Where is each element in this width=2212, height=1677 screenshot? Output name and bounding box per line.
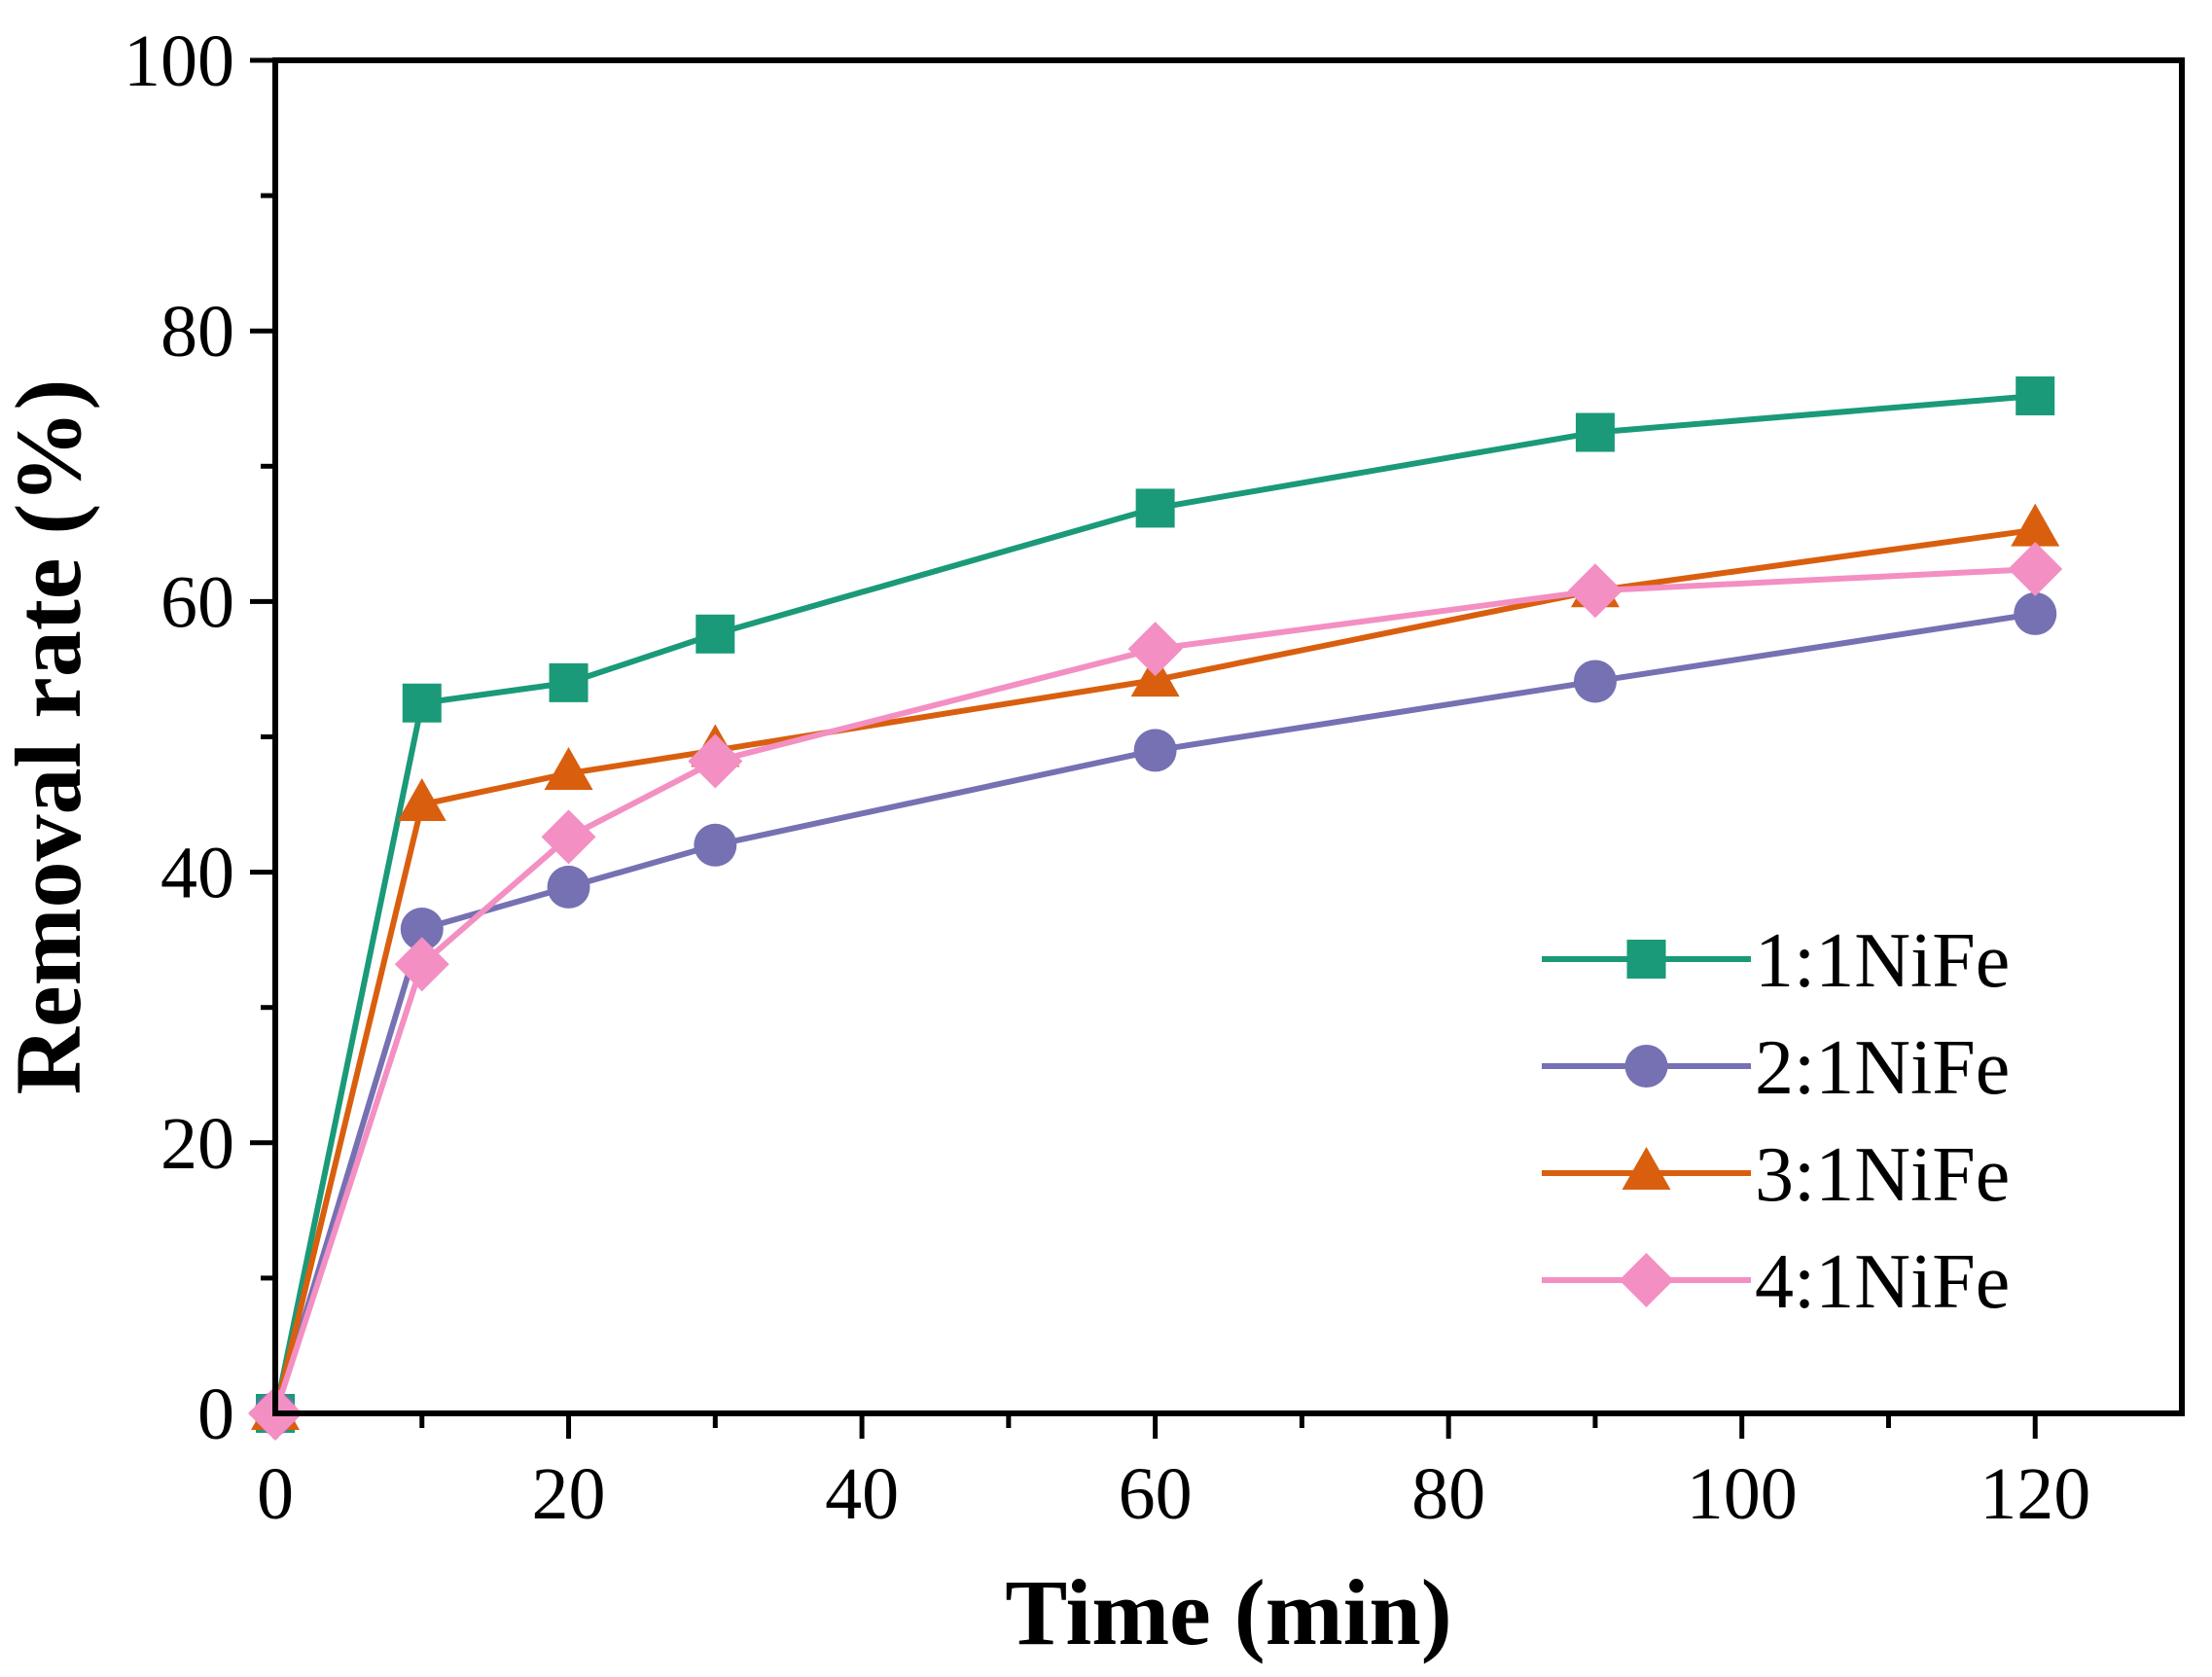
- plot-frame: [272, 57, 2185, 1416]
- legend-marker: [1622, 1147, 1671, 1190]
- y-tick-label: 40: [161, 833, 234, 914]
- legend-marker: [1619, 1253, 1674, 1307]
- data-point: [544, 747, 593, 791]
- data-point: [694, 823, 737, 867]
- legend-marker: [1626, 940, 1666, 979]
- legend-label: 1:1NiFe: [1755, 918, 2010, 1004]
- x-tick-label: 80: [1411, 1453, 1485, 1535]
- data-point: [1133, 729, 1177, 772]
- y-axis-title: Removal rate (%): [0, 379, 100, 1095]
- data-point: [696, 614, 735, 654]
- y-tick-label: 80: [161, 291, 234, 373]
- data-point: [2011, 503, 2060, 547]
- y-tick-label: 100: [124, 20, 234, 102]
- legend-item: 1:1NiFe: [1542, 918, 2010, 1004]
- x-tick-label: 100: [1687, 1453, 1798, 1535]
- data-point: [541, 809, 596, 865]
- x-tick-label: 40: [825, 1453, 899, 1535]
- data-point: [688, 733, 743, 789]
- legend: 1:1NiFe 2:1NiFe 3:1NiFe 4:1NiFe: [1542, 918, 2010, 1325]
- x-tick-label: 0: [257, 1453, 294, 1535]
- minor-ticks: [261, 193, 1891, 1428]
- legend-item: 4:1NiFe: [1542, 1239, 2010, 1325]
- data-point: [1573, 660, 1617, 703]
- data-point: [397, 778, 446, 822]
- y-tick-label: 0: [197, 1374, 234, 1455]
- legend-item: 2:1NiFe: [1542, 1025, 2010, 1111]
- data-point: [2016, 375, 2055, 415]
- y-tick-label: 20: [161, 1103, 234, 1185]
- legend-label: 2:1NiFe: [1755, 1025, 2010, 1111]
- series-1: [256, 375, 2055, 1433]
- data-point: [1567, 563, 1623, 619]
- data-point: [2014, 591, 2057, 635]
- x-tick-label: 60: [1119, 1453, 1193, 1535]
- data-point: [1127, 622, 1183, 677]
- data-point: [400, 908, 444, 951]
- x-tick-label: 120: [1980, 1453, 2090, 1535]
- legend-item: 3:1NiFe: [1542, 1132, 2010, 1218]
- data-point: [1135, 488, 1175, 528]
- data-point: [549, 662, 589, 702]
- series-layer: [248, 375, 2063, 1441]
- series-4: [248, 542, 2063, 1441]
- legend-label: 3:1NiFe: [1755, 1132, 2010, 1218]
- data-point: [1575, 412, 1615, 452]
- data-point: [402, 683, 442, 723]
- y-tick-labels: 0 20 40 60 80 100: [124, 20, 234, 1455]
- x-tick-label: 20: [532, 1453, 606, 1535]
- x-axis-title: Time (min): [1005, 1560, 1452, 1664]
- data-point: [2008, 542, 2063, 597]
- data-point: [394, 937, 449, 992]
- data-point: [547, 865, 590, 909]
- y-tick-label: 60: [161, 561, 234, 643]
- legend-label: 4:1NiFe: [1755, 1239, 2010, 1325]
- x-tick-labels: 0 20 40 60 80 100 120: [257, 1453, 2090, 1535]
- legend-marker: [1624, 1045, 1668, 1088]
